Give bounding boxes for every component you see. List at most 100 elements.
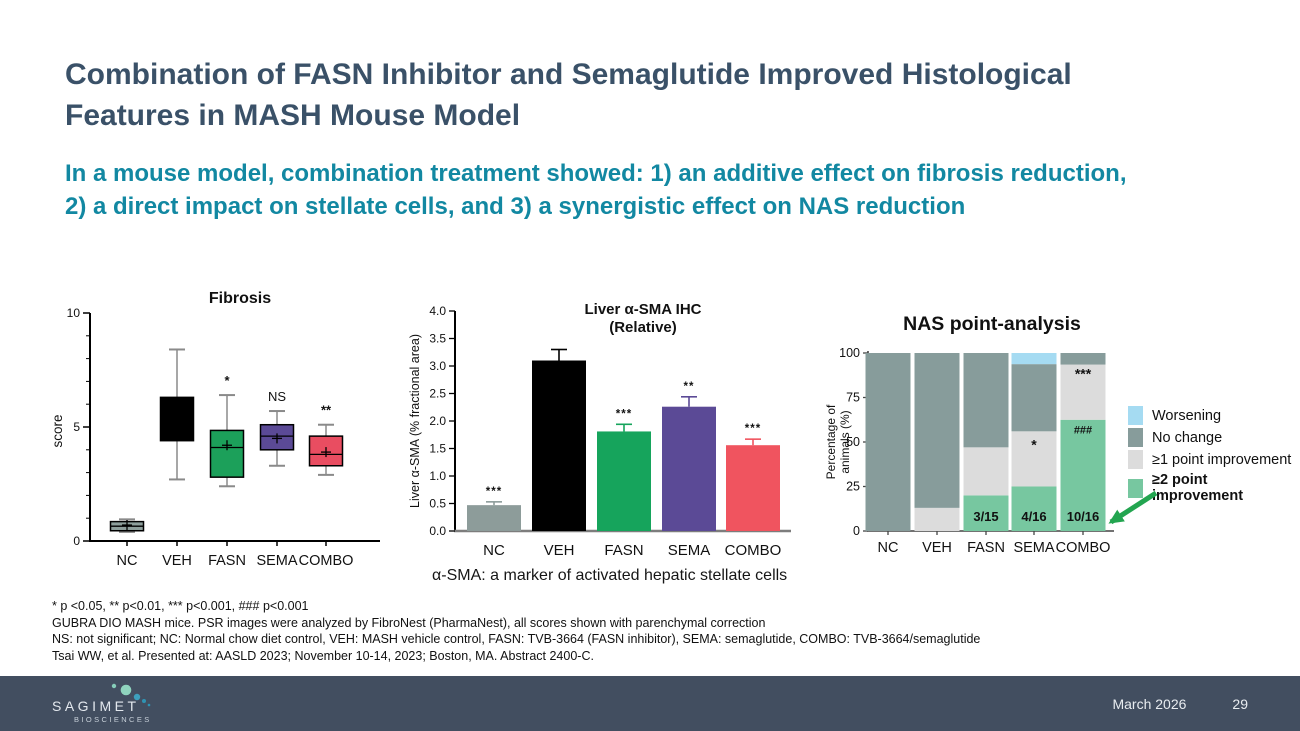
- footer-date: March 2026: [1112, 695, 1187, 712]
- bar-count-label: 4/16: [1021, 509, 1046, 524]
- segment: [963, 447, 1009, 496]
- legend-item: No change: [1128, 428, 1300, 447]
- legend-swatch: [1128, 428, 1143, 447]
- box: [209, 429, 245, 478]
- legend-swatch: [1128, 478, 1143, 498]
- x-category-label: SEMA: [256, 553, 297, 569]
- legend-label: ≥1 point improvement: [1152, 451, 1292, 468]
- footer-bar: SAGIMET BIOSCIENCES March 2026 29: [0, 676, 1300, 731]
- y-tick-label: 0.0: [429, 524, 446, 538]
- segment: [914, 353, 960, 508]
- legend-item: ≥1 point improvement: [1128, 450, 1300, 469]
- y-tick-label: 1.5: [429, 442, 446, 456]
- significance-label: **: [684, 381, 695, 393]
- y-tick-label: 5: [73, 420, 80, 434]
- significance-label: *: [224, 373, 230, 388]
- y-tick-label: 3.5: [429, 332, 446, 346]
- asma-chart: Liver α-SMA IHC (Relative) Liver α-SMA (% …: [403, 294, 803, 585]
- x-category-label: COMBO: [725, 542, 782, 559]
- x-category-label: FASN: [208, 553, 246, 569]
- nas-chart: NAS point-analysis Percentage of animals (…: [824, 306, 1136, 571]
- legend-item: Worsening: [1128, 406, 1300, 425]
- y-tick-label: 75: [846, 391, 860, 405]
- y-tick-label: 25: [846, 480, 860, 494]
- legend-swatch: [1128, 406, 1143, 425]
- segment: [1060, 364, 1106, 420]
- bar: [726, 445, 780, 531]
- x-category-label: VEH: [922, 540, 952, 556]
- x-category-label: COMBO: [1056, 540, 1111, 556]
- segment: [1011, 486, 1057, 531]
- asma-subtitle: (Relative): [609, 319, 677, 336]
- segment: [1060, 353, 1106, 365]
- x-category-label: COMBO: [299, 553, 354, 569]
- legend-label: Worsening: [1152, 407, 1222, 424]
- nas-title: NAS point-analysis: [903, 313, 1081, 335]
- y-tick-label: 50: [846, 435, 860, 449]
- legend-label: No change: [1152, 429, 1223, 446]
- asma-caption: α-SMA: a marker of activated hepatic ste…: [432, 567, 788, 584]
- subtitle: In a mouse model, combination treatment …: [65, 157, 1126, 223]
- x-category-label: NC: [117, 553, 138, 569]
- logo-dots-icon: [111, 683, 151, 707]
- x-category-label: SEMA: [668, 542, 711, 559]
- subtitle-line-2: 2) a direct impact on stellate cells, an…: [65, 193, 966, 220]
- significance-label: ###: [1074, 425, 1092, 437]
- y-tick-label: 2.0: [429, 414, 446, 428]
- footer-right: March 2026 29: [1112, 676, 1248, 731]
- y-tick-label: 1.0: [429, 469, 446, 483]
- page-title: Combination of FASN Inhibitor and Semagl…: [65, 54, 1072, 136]
- segment: [1011, 431, 1057, 487]
- x-category-label: VEH: [544, 542, 575, 559]
- bar-count-label: 3/15: [973, 509, 998, 524]
- bar-count-label: 10/16: [1067, 509, 1100, 524]
- nas-ylabel-line2: animals (%): [838, 410, 852, 473]
- bar: [662, 406, 716, 531]
- y-tick-label: 0.5: [429, 497, 446, 511]
- nas-ylabel-line1: Percentage of: [826, 404, 838, 479]
- fibrosis-ylabel: score: [50, 414, 65, 447]
- segment: [963, 353, 1009, 448]
- segment: [914, 507, 960, 531]
- significance-label: ***: [1075, 365, 1092, 381]
- segment: [1011, 364, 1057, 432]
- footnote-methods: GUBRA DIO MASH mice. PSR images were ana…: [52, 615, 766, 630]
- x-category-label: NC: [878, 540, 899, 556]
- x-category-label: VEH: [162, 553, 192, 569]
- fibrosis-boxplot-svg: Fibrosis score 0 5 10 NC VEH FASN * SEMA NS COMBO **: [50, 290, 380, 569]
- page-number: 29: [1232, 695, 1248, 712]
- sagimet-logo: SAGIMET BIOSCIENCES: [0, 676, 220, 731]
- nas-legend: Worsening No change ≥1 point improvement ≥2…: [1128, 406, 1300, 507]
- x-category-label: FASN: [604, 542, 643, 559]
- asma-barchart-svg: Liver α-SMA IHC(Relative) Liver α-SMA (% …: [408, 301, 791, 559]
- significance-label: *: [1031, 437, 1037, 453]
- asma-ylabel: Liver α-SMA (% fractional area): [408, 334, 422, 508]
- fibrosis-chart: Fibrosis score 0 5 10 NC VEH FASN * SEMA NS COMBO **: [50, 283, 395, 593]
- asma-title: Liver α-SMA IHC: [584, 301, 701, 318]
- segment: [963, 495, 1009, 531]
- bar: [467, 505, 521, 531]
- legend-item: ≥2 point improvement: [1128, 472, 1300, 504]
- y-tick-label: 0: [73, 534, 80, 548]
- fibrosis-title: Fibrosis: [209, 290, 271, 307]
- significance-label: ***: [486, 486, 502, 498]
- footnotes: * p <0.05, ** p<0.01, *** p<0.001, ### p…: [52, 598, 980, 664]
- bar: [597, 431, 651, 531]
- title-line-2: Features in MASH Mouse Model: [65, 99, 521, 132]
- segment: [1011, 353, 1057, 365]
- legend-label: ≥2 point improvement: [1152, 472, 1244, 504]
- y-tick-label: 3.0: [429, 359, 446, 373]
- legend-swatch: [1128, 450, 1143, 469]
- y-tick-label: 10: [67, 306, 81, 320]
- x-category-label: NC: [483, 542, 505, 559]
- footnote-significance: * p <0.05, ** p<0.01, *** p<0.001, ### p…: [52, 599, 309, 613]
- footnote-abbreviations: NS: not significant; NC: Normal chow die…: [52, 632, 981, 646]
- significance-label: NS: [268, 389, 286, 404]
- segment: [1060, 419, 1106, 531]
- x-category-label: FASN: [967, 540, 1005, 556]
- bar: [532, 360, 586, 531]
- subtitle-line-1: In a mouse model, combination treatment …: [65, 160, 1127, 187]
- y-tick-label: 0: [853, 524, 860, 538]
